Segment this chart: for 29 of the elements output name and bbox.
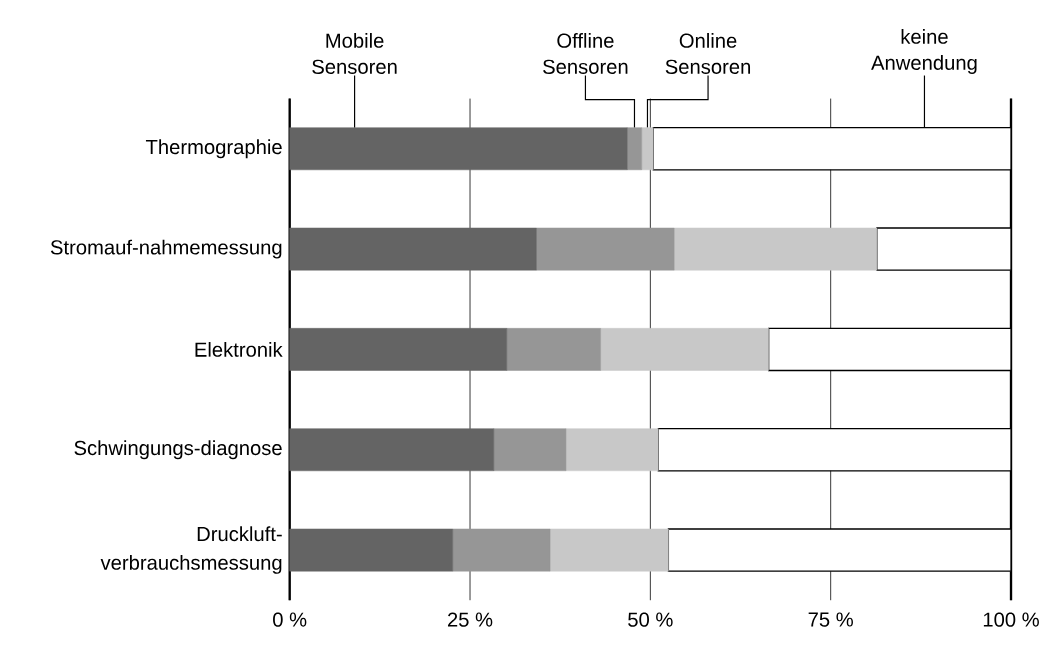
bar — [289, 428, 495, 472]
bar — [289, 227, 537, 271]
bar — [627, 127, 642, 171]
y-tick-label: Druckluft-verbrauchsmessung — [100, 526, 282, 574]
y-tick-label: Thermographie — [145, 139, 282, 159]
x-tick-label: 25 % — [447, 612, 493, 627]
bar — [289, 328, 508, 371]
bar — [452, 528, 551, 572]
bar — [536, 227, 675, 271]
bar — [565, 428, 659, 472]
bar — [506, 328, 601, 371]
x-tick-label: 50 % — [628, 612, 673, 627]
x-tick-label: 0 % — [273, 612, 307, 627]
text: Offline Sensoren — [543, 33, 628, 74]
bar — [289, 127, 628, 171]
bar — [549, 528, 669, 572]
x-tick-label: 75 % — [808, 612, 853, 627]
bar — [289, 528, 453, 572]
y-tick-label: Elektronik — [195, 341, 283, 357]
y-tick-label: Schwingungs-diagnose — [74, 440, 282, 460]
text: Online Sensoren — [665, 33, 751, 74]
bar — [493, 428, 567, 472]
bar — [641, 127, 654, 171]
text: Mobile Sensoren — [312, 33, 397, 74]
bar — [600, 328, 769, 371]
y-tick-label: Stromauf-nahmemessung — [50, 239, 282, 259]
bar — [673, 227, 878, 271]
text: keine Anwendung — [871, 28, 977, 74]
x-tick-label: 100 % — [983, 612, 1039, 627]
